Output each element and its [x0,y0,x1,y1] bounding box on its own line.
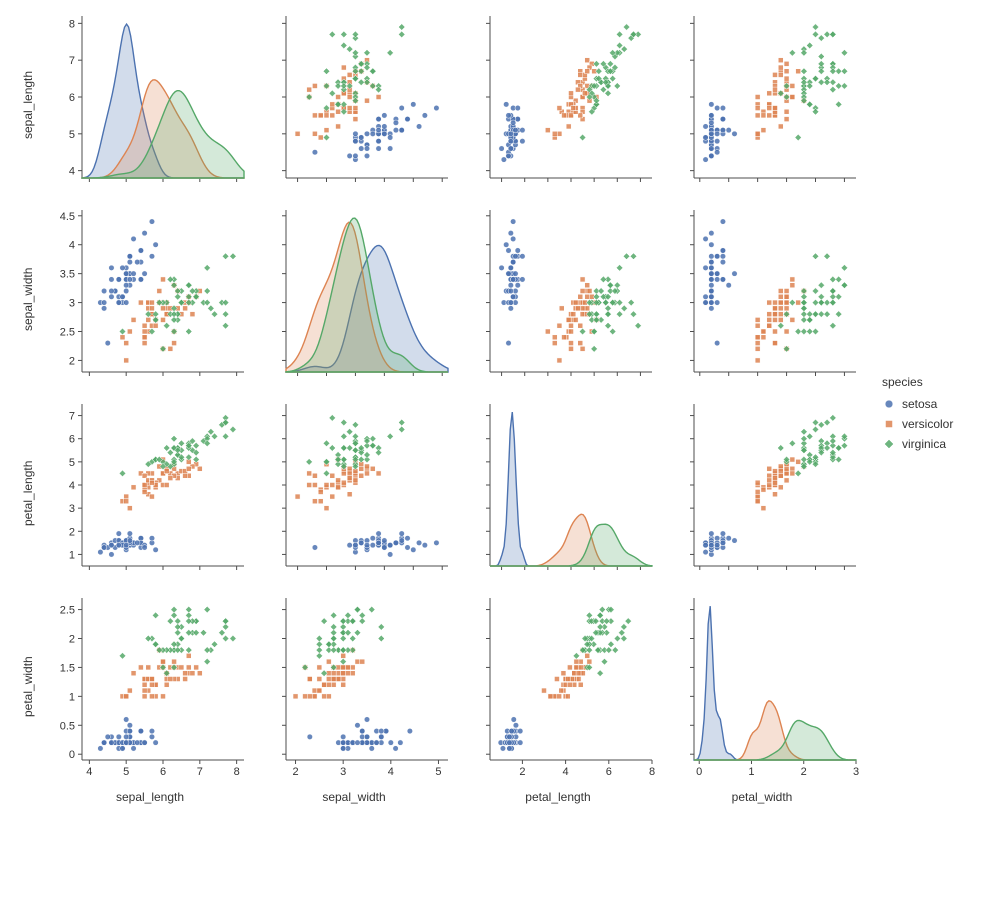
svg-text:2: 2 [69,634,75,646]
svg-text:2: 2 [69,355,75,367]
grid-corner [10,786,46,822]
svg-text:8: 8 [234,766,240,778]
svg-text:3: 3 [340,766,346,778]
cell-wrap-2-3 [662,398,862,588]
cell-wrap-1-0: 2 2.5 3 3.5 4 4.5 [50,204,250,394]
cell-petal_length-vs-petal_length [458,398,658,588]
svg-text:2.5: 2.5 [60,327,75,339]
svg-text:0: 0 [69,749,75,761]
cell-petal_width-vs-petal_length: 2 4 6 8 [458,592,658,782]
legend-label-setosa: setosa [902,397,937,411]
xlabel-petal_length: petal_length [458,786,658,822]
legend-swatch-setosa [882,398,894,410]
pairplot-grid: sepal_length 4 5 6 7 8 sepal_width 2 2.5 3 3.5 4 4.5… [10,10,862,822]
svg-text:4: 4 [388,766,394,778]
svg-text:3: 3 [853,766,859,778]
svg-text:1: 1 [748,766,754,778]
cell-sepal_length-vs-sepal_length: 4 5 6 7 8 [50,10,250,200]
svg-text:6: 6 [160,766,166,778]
svg-text:4: 4 [69,480,75,492]
svg-text:3.5: 3.5 [60,269,75,281]
svg-text:6: 6 [69,434,75,446]
svg-text:4: 4 [69,240,75,252]
svg-text:5: 5 [69,129,75,141]
svg-text:7: 7 [197,766,203,778]
cell-wrap-2-1 [254,398,454,588]
svg-text:4: 4 [563,766,569,778]
svg-text:2: 2 [69,526,75,538]
ylabel-sepal_width: sepal_width [10,204,46,394]
cell-sepal_width-vs-sepal_length: 2 2.5 3 3.5 4 4.5 [50,204,250,394]
svg-text:4: 4 [86,766,92,778]
svg-text:0.5: 0.5 [60,720,75,732]
cell-sepal_length-vs-petal_length [458,10,658,200]
cell-petal_length-vs-sepal_length: 1 2 3 4 5 6 7 [50,398,250,588]
cell-wrap-3-2: 2 4 6 8 [458,592,658,782]
xlabel-petal_width: petal_width [662,786,862,822]
legend-swatch-versicolor [882,418,894,430]
cell-sepal_length-vs-sepal_width [254,10,454,200]
cell-wrap-3-3: 0 1 2 3 [662,592,862,782]
svg-text:7: 7 [69,55,75,67]
cell-wrap-2-2 [458,398,658,588]
cell-wrap-3-1: 2 3 4 5 [254,592,454,782]
ylabel-petal_width: petal_width [10,592,46,782]
cell-petal_length-vs-petal_width [662,398,862,588]
cell-wrap-0-2 [458,10,658,200]
cell-wrap-2-0: 1 2 3 4 5 6 7 [50,398,250,588]
cell-wrap-0-0: 4 5 6 7 8 [50,10,250,200]
cell-sepal_length-vs-petal_width [662,10,862,200]
svg-text:8: 8 [69,18,75,30]
legend-label-virginica: virginica [902,437,946,451]
svg-text:1: 1 [69,691,75,703]
svg-text:0: 0 [696,766,702,778]
legend-item-virginica: virginica [882,437,953,451]
cell-wrap-3-0: 4 5 6 7 8 0 0.5 1 1.5 2 2.5 [50,592,250,782]
cell-petal_width-vs-petal_width: 0 1 2 3 [662,592,862,782]
cell-sepal_width-vs-sepal_width [254,204,454,394]
cell-petal_length-vs-sepal_width [254,398,454,588]
cell-sepal_width-vs-petal_length [458,204,658,394]
svg-text:5: 5 [123,766,129,778]
cell-wrap-1-3 [662,204,862,394]
xlabel-sepal_width: sepal_width [254,786,454,822]
svg-text:3: 3 [69,503,75,515]
svg-text:6: 6 [69,92,75,104]
svg-text:8: 8 [649,766,655,778]
xlabel-sepal_length: sepal_length [50,786,250,822]
cell-sepal_width-vs-petal_width [662,204,862,394]
ylabel-petal_length: petal_length [10,398,46,588]
svg-text:2: 2 [801,766,807,778]
cell-wrap-0-3 [662,10,862,200]
legend: species setosa versicolor virginica [882,375,953,457]
svg-text:3: 3 [69,298,75,310]
legend-swatch-virginica [882,438,894,450]
ylabel-sepal_length: sepal_length [10,10,46,200]
svg-text:2: 2 [519,766,525,778]
cell-petal_width-vs-sepal_width: 2 3 4 5 [254,592,454,782]
legend-label-versicolor: versicolor [902,417,953,431]
pairplot-container: sepal_length 4 5 6 7 8 sepal_width 2 2.5 3 3.5 4 4.5… [10,10,998,822]
svg-text:1: 1 [69,549,75,561]
svg-text:5: 5 [435,766,441,778]
cell-wrap-1-2 [458,204,658,394]
cell-wrap-1-1 [254,204,454,394]
svg-text:4: 4 [69,166,75,178]
legend-title: species [882,375,953,389]
svg-text:4.5: 4.5 [60,211,75,223]
svg-text:7: 7 [69,411,75,423]
svg-text:5: 5 [69,457,75,469]
svg-text:2: 2 [292,766,298,778]
legend-item-versicolor: versicolor [882,417,953,431]
cell-wrap-0-1 [254,10,454,200]
svg-text:6: 6 [606,766,612,778]
legend-item-setosa: setosa [882,397,953,411]
cell-petal_width-vs-sepal_length: 4 5 6 7 8 0 0.5 1 1.5 2 2.5 [50,592,250,782]
svg-text:1.5: 1.5 [60,662,75,674]
svg-text:2.5: 2.5 [60,605,75,617]
